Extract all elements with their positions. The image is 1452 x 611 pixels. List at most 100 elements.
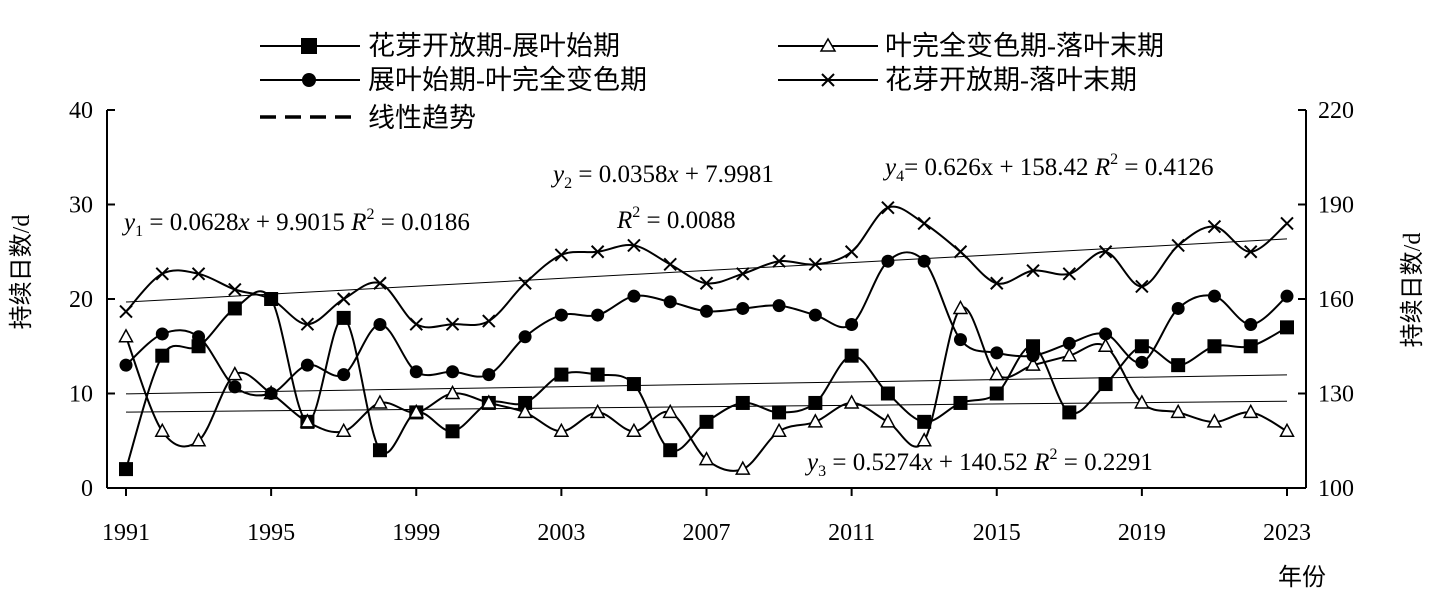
data-point-square xyxy=(626,377,641,392)
data-point-square xyxy=(808,395,823,410)
data-point-triangle xyxy=(481,394,497,409)
data-point-triangle xyxy=(408,403,425,419)
y-axis-right-title: 持续日数/d xyxy=(1399,233,1426,348)
data-point-circle xyxy=(1207,289,1221,303)
data-point-circle xyxy=(192,330,206,344)
data-point-triangle xyxy=(589,403,606,419)
data-point-x xyxy=(191,267,206,281)
data-point-circle xyxy=(1171,301,1185,315)
x-tick-label: 2003 xyxy=(537,520,585,546)
data-point-circle xyxy=(736,301,750,315)
y-right-tick-label: 190 xyxy=(1318,193,1354,219)
legend: 花芽开放期-展叶始期 叶完全变色期-落叶末期 展叶始期-叶完全变色期 花芽开放期… xyxy=(260,31,1164,133)
legend-item-series-3: 展叶始期-叶完全变色期 xyxy=(260,65,647,95)
legend-marker-square xyxy=(301,38,317,54)
data-point-triangle xyxy=(1206,413,1223,428)
data-point-triangle xyxy=(880,413,896,428)
y-left-tick-label: 20 xyxy=(69,287,93,313)
legend-marker-x xyxy=(821,73,835,87)
y-left-tick-label: 10 xyxy=(69,382,93,408)
x-tick-label: 2023 xyxy=(1263,520,1311,546)
data-point-x xyxy=(409,317,423,331)
data-point-triangle xyxy=(299,413,316,428)
data-point-x xyxy=(772,254,786,268)
series-line xyxy=(125,306,1288,472)
data-point-x xyxy=(155,267,169,281)
equation-y2-r2: R2 = 0.0088 xyxy=(616,204,736,234)
data-point-square xyxy=(1171,358,1186,373)
data-point-circle xyxy=(337,368,351,382)
data-point-circle xyxy=(155,327,169,341)
data-point-circle xyxy=(518,330,532,344)
data-point-triangle xyxy=(698,451,715,466)
data-point-square xyxy=(1280,320,1294,335)
data-point-square xyxy=(1026,339,1041,354)
data-point-x xyxy=(1171,238,1185,253)
data-point-triangle xyxy=(190,432,207,447)
data-point-x xyxy=(1026,263,1040,278)
data-point-triangle xyxy=(1061,347,1078,362)
data-point-circle xyxy=(990,346,1004,360)
data-point-circle xyxy=(591,308,605,322)
data-point-triangle xyxy=(916,432,932,447)
data-point-square xyxy=(1243,339,1258,354)
data-point-square xyxy=(1062,405,1077,420)
data-point-square xyxy=(554,367,569,382)
y-left-tick-label: 40 xyxy=(69,98,93,124)
data-point-triangle xyxy=(1170,403,1186,419)
trendline-y2 xyxy=(125,400,1288,413)
data-point-triangle xyxy=(517,403,533,419)
data-point-circle xyxy=(264,387,278,400)
x-tick-label: 2019 xyxy=(1118,520,1166,546)
data-point-x xyxy=(736,267,750,281)
data-point-circle xyxy=(1026,349,1040,363)
data-point-circle xyxy=(881,254,895,268)
data-point-square xyxy=(590,367,605,382)
data-point-circle xyxy=(554,308,568,322)
legend-marker-triangle xyxy=(819,37,837,52)
data-point-x xyxy=(1135,279,1149,294)
data-point-x xyxy=(228,282,242,297)
y-left-tick-label: 0 xyxy=(81,476,93,502)
data-point-triangle xyxy=(1134,394,1150,409)
data-point-circle xyxy=(119,358,133,372)
data-point-x xyxy=(699,276,714,290)
data-point-triangle xyxy=(444,384,461,400)
data-point-triangle xyxy=(553,422,570,438)
series-2 xyxy=(118,299,1295,475)
data-point-square xyxy=(155,348,170,363)
data-point-square xyxy=(663,443,678,458)
data-point-circle xyxy=(373,318,387,332)
x-tick-label: 2015 xyxy=(973,520,1021,546)
data-point-x xyxy=(518,276,532,290)
data-point-x xyxy=(881,200,895,215)
data-point-square xyxy=(1134,339,1149,354)
data-point-circle xyxy=(808,308,822,322)
data-point-x xyxy=(1280,216,1294,231)
data-point-circle xyxy=(1099,327,1113,341)
legend-label-trend: 线性趋势 xyxy=(368,103,476,133)
data-point-circle xyxy=(409,365,423,379)
data-point-square xyxy=(772,405,787,420)
equations: y1 = 0.0628x + 9.9015 R2 = 0.0186 y2 = 0… xyxy=(121,151,1213,480)
data-point-circle xyxy=(228,380,242,394)
data-point-x xyxy=(373,276,387,290)
data-point-triangle xyxy=(372,394,388,409)
data-point-square xyxy=(518,395,533,410)
data-point-circle xyxy=(446,365,460,379)
data-point-x xyxy=(300,317,315,331)
data-point-triangle xyxy=(154,422,171,438)
x-tick-label: 2011 xyxy=(828,520,875,546)
equation-y4: y4= 0.626x + 158.42 R2 = 0.4126 xyxy=(882,151,1213,185)
data-point-x xyxy=(482,314,496,328)
data-point-x xyxy=(264,292,278,306)
y-right-tick-label: 130 xyxy=(1318,382,1354,408)
data-point-square xyxy=(191,339,206,354)
x-tick-label: 1995 xyxy=(247,520,295,546)
data-point-triangle xyxy=(988,366,1005,381)
series-4 xyxy=(119,200,1294,331)
data-point-circle xyxy=(1280,289,1294,303)
data-point-circle xyxy=(1135,355,1149,369)
data-point-circle xyxy=(482,368,496,382)
